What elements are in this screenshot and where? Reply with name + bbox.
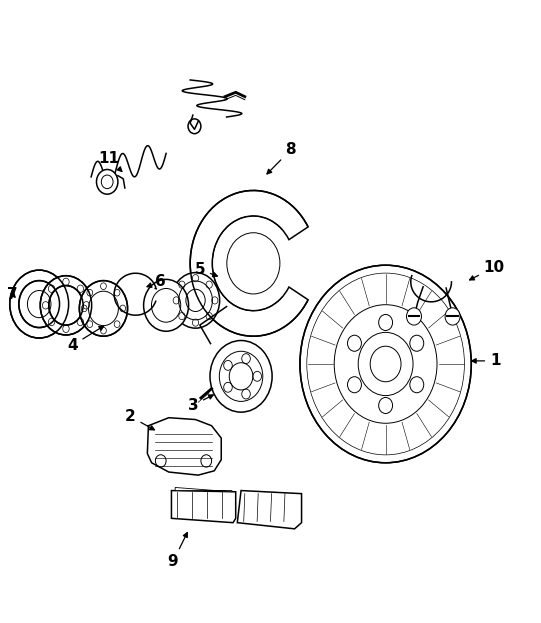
Circle shape <box>40 276 91 335</box>
Circle shape <box>171 273 220 328</box>
Text: 7: 7 <box>7 287 18 302</box>
Text: 6: 6 <box>147 274 166 289</box>
Polygon shape <box>237 490 301 529</box>
Wedge shape <box>190 191 308 336</box>
Polygon shape <box>147 417 221 475</box>
Text: 10: 10 <box>470 260 505 280</box>
Text: 1: 1 <box>472 353 500 368</box>
Circle shape <box>406 308 421 325</box>
Circle shape <box>10 270 69 338</box>
Text: 5: 5 <box>195 262 217 277</box>
Circle shape <box>300 265 471 463</box>
Text: 4: 4 <box>67 326 104 353</box>
Circle shape <box>49 285 83 325</box>
Circle shape <box>143 279 189 331</box>
Text: 8: 8 <box>267 142 296 174</box>
Text: 11: 11 <box>98 151 122 171</box>
Polygon shape <box>171 490 236 523</box>
Text: 3: 3 <box>188 395 213 413</box>
Circle shape <box>19 280 60 328</box>
Text: 9: 9 <box>168 533 187 569</box>
Text: 2: 2 <box>125 409 154 430</box>
Polygon shape <box>175 487 232 492</box>
Circle shape <box>445 308 460 325</box>
Circle shape <box>210 341 272 412</box>
Circle shape <box>96 169 118 194</box>
Circle shape <box>80 280 128 336</box>
